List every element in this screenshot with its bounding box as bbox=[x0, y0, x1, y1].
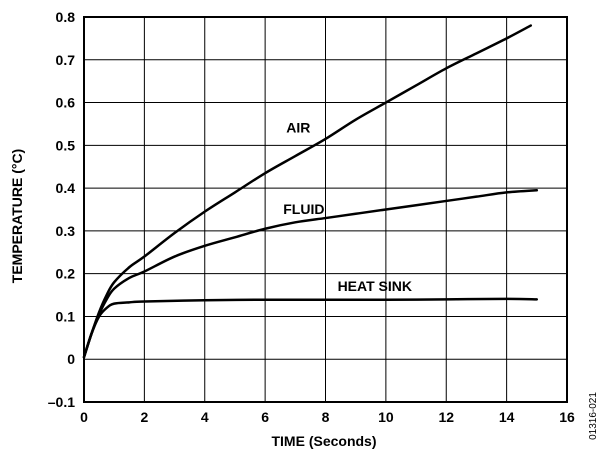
plot-frame bbox=[83, 16, 568, 403]
y-axis-label: TEMPERATURE (°C) bbox=[9, 149, 25, 283]
x-tick-label: 4 bbox=[201, 409, 209, 425]
y-tick-label: 0 bbox=[67, 351, 75, 367]
x-axis-label: TIME (Seconds) bbox=[271, 433, 376, 449]
y-tick-label: 0.6 bbox=[56, 95, 76, 111]
series-annotations: AIR FLUID HEAT SINK bbox=[283, 120, 412, 294]
x-tick-label: 6 bbox=[261, 409, 269, 425]
grid bbox=[84, 17, 567, 402]
figure-id: 01316-021 bbox=[588, 392, 599, 440]
series-lines bbox=[82, 24, 539, 359]
y-tick-label: 0.1 bbox=[56, 308, 76, 324]
x-tick-label: 0 bbox=[80, 409, 88, 425]
tick-labels: 0 2 4 6 8 10 12 14 16 –0.1 0 0.1 0.2 0.3 0.4 0.5 0.6 0.7 0… bbox=[48, 9, 575, 425]
y-tick-label: 0.4 bbox=[56, 180, 76, 196]
y-tick-label: 0.5 bbox=[56, 137, 76, 153]
y-tick-label: 0.2 bbox=[56, 266, 76, 282]
x-tick-label: 16 bbox=[559, 409, 575, 425]
series-label-heat-sink: HEAT SINK bbox=[338, 278, 412, 294]
x-tick-label: 10 bbox=[378, 409, 394, 425]
x-tick-label: 12 bbox=[438, 409, 454, 425]
series-line-air bbox=[82, 24, 533, 359]
series-label-air: AIR bbox=[286, 120, 310, 136]
y-tick-label: –0.1 bbox=[48, 394, 75, 410]
series-label-fluid: FLUID bbox=[283, 201, 324, 217]
x-tick-label: 8 bbox=[322, 409, 330, 425]
plot-border bbox=[83, 16, 568, 403]
y-tick-label: 0.8 bbox=[56, 9, 76, 25]
x-tick-label: 2 bbox=[140, 409, 148, 425]
series-line-heat-sink bbox=[82, 297, 539, 359]
x-tick-label: 14 bbox=[499, 409, 515, 425]
y-tick-label: 0.3 bbox=[56, 223, 76, 239]
series-line-fluid bbox=[82, 189, 539, 359]
y-tick-label: 0.7 bbox=[56, 52, 76, 68]
